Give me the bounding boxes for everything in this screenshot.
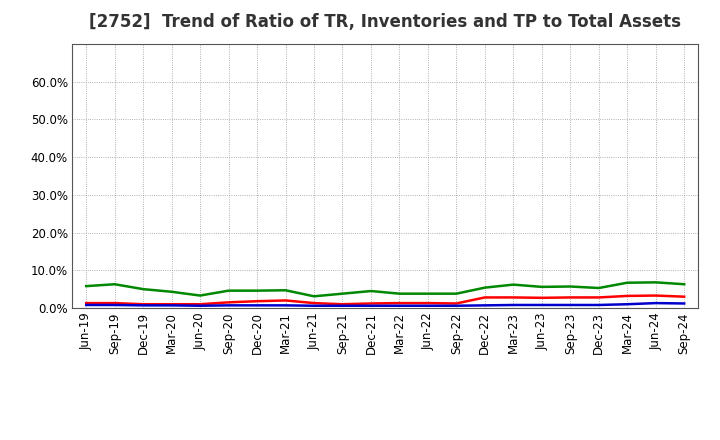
Inventories	[167, 303, 176, 308]
Trade Receivables	[366, 301, 375, 306]
Trade Receivables	[423, 301, 432, 306]
Trade Payables	[110, 282, 119, 287]
Inventories	[338, 303, 347, 308]
Trade Payables	[282, 288, 290, 293]
Trade Payables	[623, 280, 631, 286]
Trade Receivables	[623, 293, 631, 299]
Trade Receivables	[566, 295, 575, 300]
Trade Receivables	[253, 299, 261, 304]
Trade Payables	[196, 293, 204, 298]
Inventories	[196, 303, 204, 308]
Trade Receivables	[395, 301, 404, 306]
Trade Payables	[595, 286, 603, 291]
Trade Receivables	[139, 301, 148, 307]
Trade Payables	[225, 288, 233, 293]
Inventories	[395, 303, 404, 308]
Inventories	[509, 302, 518, 308]
Inventories	[253, 303, 261, 308]
Trade Receivables	[82, 301, 91, 306]
Inventories	[139, 303, 148, 308]
Inventories	[623, 301, 631, 307]
Trade Payables	[310, 293, 318, 299]
Trade Payables	[680, 282, 688, 287]
Trade Receivables	[509, 295, 518, 300]
Inventories	[566, 302, 575, 308]
Trade Payables	[452, 291, 461, 296]
Inventories	[537, 302, 546, 308]
Inventories	[480, 303, 489, 308]
Trade Receivables	[652, 293, 660, 298]
Trade Receivables	[680, 294, 688, 299]
Inventories	[423, 303, 432, 308]
Trade Receivables	[310, 301, 318, 306]
Inventories	[225, 303, 233, 308]
Inventories	[282, 303, 290, 308]
Line: Inventories: Inventories	[86, 303, 684, 306]
Inventories	[82, 302, 91, 308]
Trade Payables	[82, 283, 91, 289]
Trade Receivables	[480, 295, 489, 300]
Inventories	[652, 301, 660, 306]
Inventories	[310, 303, 318, 308]
Trade Receivables	[196, 301, 204, 307]
Trade Receivables	[537, 295, 546, 301]
Trade Receivables	[282, 298, 290, 303]
Trade Receivables	[452, 301, 461, 306]
Line: Trade Payables: Trade Payables	[86, 282, 684, 296]
Title: [2752]  Trend of Ratio of TR, Inventories and TP to Total Assets: [2752] Trend of Ratio of TR, Inventories…	[89, 13, 681, 31]
Trade Payables	[338, 291, 347, 296]
Line: Trade Receivables: Trade Receivables	[86, 296, 684, 304]
Trade Receivables	[338, 301, 347, 307]
Inventories	[595, 302, 603, 308]
Trade Payables	[423, 291, 432, 296]
Trade Payables	[480, 285, 489, 290]
Trade Receivables	[225, 300, 233, 305]
Trade Payables	[139, 286, 148, 292]
Inventories	[366, 303, 375, 308]
Inventories	[110, 302, 119, 308]
Trade Payables	[395, 291, 404, 296]
Inventories	[452, 303, 461, 308]
Trade Receivables	[595, 295, 603, 300]
Trade Payables	[167, 289, 176, 294]
Trade Payables	[566, 284, 575, 289]
Inventories	[680, 301, 688, 306]
Trade Payables	[537, 284, 546, 290]
Trade Payables	[509, 282, 518, 287]
Trade Receivables	[167, 301, 176, 307]
Trade Payables	[253, 288, 261, 293]
Trade Payables	[366, 288, 375, 293]
Trade Receivables	[110, 301, 119, 306]
Trade Payables	[652, 280, 660, 285]
